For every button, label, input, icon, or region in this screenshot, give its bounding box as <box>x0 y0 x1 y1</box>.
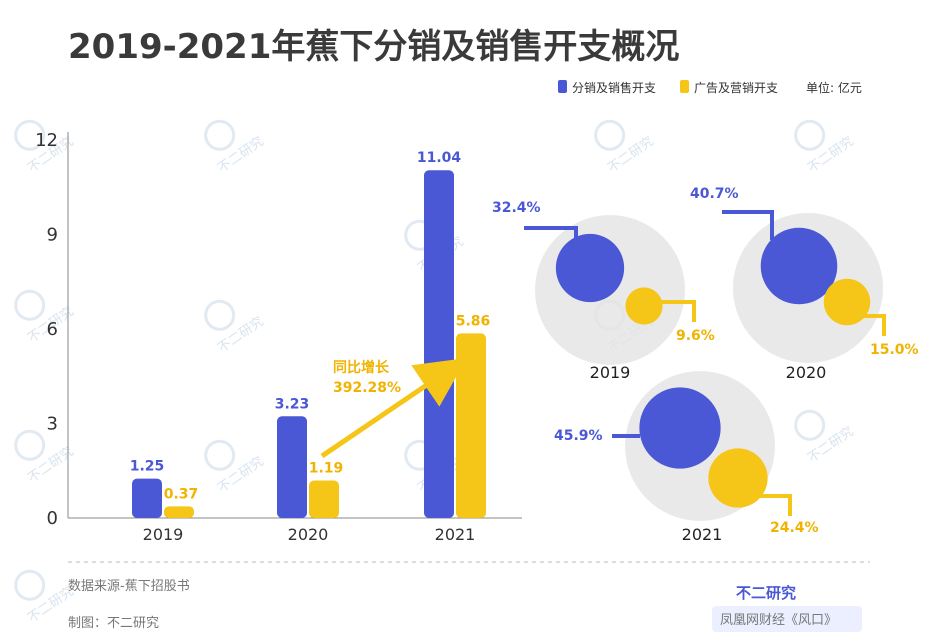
bubble-pct-distribution: 32.4% <box>492 200 541 216</box>
bubble-advertising <box>708 448 768 508</box>
watermark-mark: 不二研究 <box>14 429 77 486</box>
watermark-mark: 不二研究 <box>594 119 657 176</box>
watermark-logo-icon <box>14 569 46 601</box>
watermark-mark: 不二研究 <box>204 439 267 496</box>
bubble-group-2021: 45.9% 24.4% 2021 <box>554 371 819 544</box>
legend-swatch-distribution <box>558 80 567 93</box>
watermark-logo-icon <box>204 439 236 471</box>
watermark-mark: 不二研究 <box>14 569 77 626</box>
bubble-pct-distribution: 45.9% <box>554 428 603 444</box>
legend-label-advertising: 广告及营销开支 <box>694 81 778 95</box>
bubble-advertising <box>625 287 663 325</box>
legend: 分销及销售开支 广告及营销开支 单位: 亿元 <box>558 80 862 95</box>
bubble-leader-advertising <box>862 314 886 336</box>
watermark-logo-icon <box>204 119 236 151</box>
brand-logo: 不二研究 <box>736 584 796 602</box>
bars: 1.25 0.37 3.23 1.19 11.04 5.86 <box>130 150 491 519</box>
watermark-mark: 不二研究 <box>794 409 857 466</box>
bar-value-distribution: 3.23 <box>275 396 310 412</box>
x-category-label: 2020 <box>288 525 329 544</box>
growth-label: 同比增长 <box>333 359 390 376</box>
watermark-mark: 不二研究 <box>204 299 267 356</box>
source-note: 数据来源-蕉下招股书 <box>68 579 190 594</box>
legend-label-distribution: 分销及销售开支 <box>572 80 656 95</box>
y-ticks: 0 3 6 9 12 <box>35 130 58 529</box>
unit-label: 单位: 亿元 <box>806 80 862 95</box>
watermark-text: 凤凰网财经《风口》 <box>720 613 837 628</box>
chart-title: 2019-2021年蕉下分销及销售开支概况 <box>68 27 679 67</box>
x-category-label: 2021 <box>435 525 476 544</box>
bar-advertising <box>309 480 339 518</box>
watermark-label: 不二研究 <box>215 314 266 356</box>
watermark-badge <box>712 606 862 632</box>
bubble-pct-distribution: 40.7% <box>690 186 739 202</box>
bubble-leader-advertising <box>648 300 696 322</box>
bubble-pct-advertising: 9.6% <box>676 328 715 344</box>
watermark-logo-icon <box>14 289 46 321</box>
watermark-label: 不二研究 <box>805 134 856 176</box>
y-tick-label: 3 <box>47 414 58 435</box>
bubble-advertising <box>823 278 871 326</box>
y-tick-label: 12 <box>35 130 58 151</box>
author-note: 制图：不二研究 <box>68 616 159 631</box>
x-categories: 2019 2020 2021 <box>143 525 476 544</box>
bar-value-distribution: 1.25 <box>130 459 165 475</box>
bar-value-advertising: 0.37 <box>164 486 199 502</box>
watermark-mark: 不二研究 <box>204 119 267 176</box>
bubble-leader-advertising <box>744 494 792 516</box>
bubble-distribution <box>760 227 838 305</box>
watermark-label: 不二研究 <box>605 134 656 176</box>
watermark-label: 不二研究 <box>215 454 266 496</box>
growth-value: 392.28% <box>333 380 401 396</box>
watermark-label: 不二研究 <box>805 424 856 466</box>
bubble-distribution <box>639 387 721 469</box>
bubble-group-2019: 32.4% 9.6% 2019 <box>492 200 715 382</box>
watermark-logo-icon <box>204 299 236 331</box>
ratio-bubbles: 32.4% 9.6% 2019 40.7% 15.0% 2020 45.9% 24.4% 202… <box>492 186 919 544</box>
bar-value-advertising: 5.86 <box>456 313 491 329</box>
bubble-year-label: 2019 <box>590 363 631 382</box>
watermark-logo-icon <box>14 119 46 151</box>
growth-arrow <box>320 357 467 459</box>
watermark-logo-icon <box>594 119 626 151</box>
bar-advertising <box>164 506 194 518</box>
bubble-pct-advertising: 24.4% <box>770 520 819 536</box>
watermark-mark: 不二研究 <box>14 289 77 346</box>
growth-annotation: 同比增长 392.28% <box>320 357 467 459</box>
bubble-year-label: 2021 <box>682 525 723 544</box>
bar-value-advertising: 1.19 <box>309 461 344 477</box>
y-tick-label: 6 <box>47 319 58 340</box>
bubble-distribution <box>555 233 625 303</box>
watermark-label: 不二研究 <box>25 444 76 486</box>
watermark-logo-icon <box>794 409 826 441</box>
bubble-pct-advertising: 15.0% <box>870 342 919 358</box>
watermark-label: 不二研究 <box>215 134 266 176</box>
legend-swatch-advertising <box>680 80 689 93</box>
bubble-leader-distribution <box>722 210 774 240</box>
bubble-year-label: 2020 <box>786 363 827 382</box>
bar-distribution <box>277 416 307 518</box>
bar-distribution <box>424 170 454 519</box>
x-category-label: 2019 <box>143 525 184 544</box>
bar-distribution <box>132 478 162 518</box>
bar-advertising <box>456 333 486 518</box>
watermark-logo-icon <box>794 119 826 151</box>
bubble-leader-distribution <box>524 226 578 246</box>
watermark-mark: 不二研究 <box>794 119 857 176</box>
bubble-group-2020: 40.7% 15.0% 2020 <box>690 186 919 382</box>
watermark-logo-icon <box>14 429 46 461</box>
y-tick-label: 0 <box>47 508 58 529</box>
bar-value-distribution: 11.04 <box>417 150 462 166</box>
y-tick-label: 9 <box>47 225 58 246</box>
